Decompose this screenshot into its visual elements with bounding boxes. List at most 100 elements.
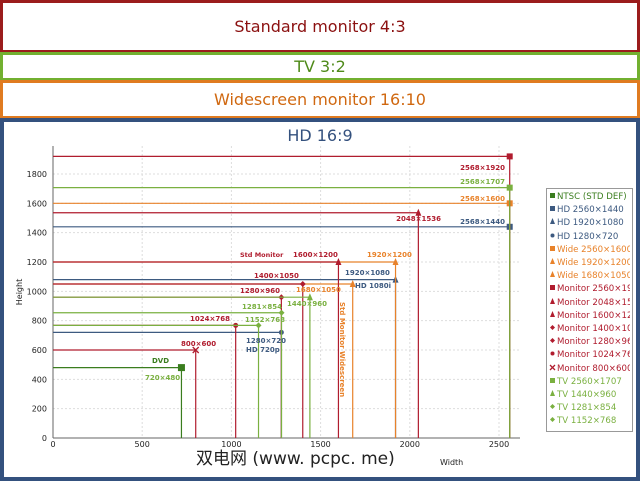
legend-marker-icon: [550, 218, 555, 225]
annotation-label: 1440×960: [287, 300, 327, 308]
diamond-marker: [278, 309, 285, 316]
diamond-marker: [255, 322, 262, 329]
triangle-marker: [550, 271, 555, 278]
legend-label: Monitor 2048×1536: [557, 297, 630, 308]
y-tick-label: 800: [32, 317, 47, 326]
y-axis-label: Height: [15, 279, 24, 305]
legend-marker-icon: [550, 245, 555, 251]
legend-item: Wide 2560×1600: [549, 244, 630, 257]
band-title: Widescreen monitor 16:10: [214, 90, 426, 109]
watermark: 双电网 (www. pcpc. me): [196, 449, 395, 469]
legend-item: TV 2560×1707: [549, 376, 630, 389]
x-tick-label: 2500: [489, 440, 509, 449]
diamond-marker: [299, 281, 306, 287]
annotation-label: 2568×1440: [460, 218, 505, 226]
legend-label: Monitor 1600×1200: [557, 310, 630, 321]
square-marker: [550, 285, 555, 291]
square-marker: [506, 153, 513, 160]
legend-label: Monitor 1280×960: [557, 337, 630, 348]
annotation-label: 1024×768: [190, 315, 230, 323]
legend-label: HD 1920×1080: [557, 218, 624, 229]
hd-band: [0, 118, 640, 481]
series-monitor-1600-1200: [53, 258, 342, 438]
annotation-label: 1680×1050: [296, 286, 341, 294]
legend-item: Monitor 2048×1536: [549, 297, 630, 310]
x-axis-label: Width: [440, 458, 463, 467]
legend-item: HD 2560×1440: [549, 204, 630, 217]
legend-marker-icon: [550, 325, 555, 331]
legend-item: Monitor 800×600: [549, 363, 630, 376]
annotation-label: 1152×768: [245, 316, 285, 324]
annotation-label: 1280×960: [240, 287, 280, 295]
legend-label: TV 2560×1707: [557, 376, 622, 387]
triangle-marker: [392, 258, 399, 265]
x-tick-label: 1500: [310, 440, 330, 449]
legend-item: Monitor 1280×960: [549, 336, 630, 349]
square-marker: [506, 184, 513, 191]
triangle-marker: [550, 258, 555, 265]
widescreen-band: Widescreen monitor 16:10: [0, 80, 640, 119]
annotation-label: Std Monitor: [240, 251, 284, 259]
triangle-marker: [349, 280, 356, 287]
y-tick-label: 1600: [27, 199, 47, 208]
x-tick-label: 2000: [400, 440, 420, 449]
legend-item: Monitor 1024×768: [549, 349, 630, 362]
legend-marker-icon: [550, 285, 555, 291]
series-monitor-1400-1050: [53, 281, 306, 438]
legend-marker-icon: [550, 310, 555, 317]
legend-marker-icon: [549, 364, 556, 371]
series-monitor-800-600: [53, 346, 200, 438]
y-tick-label: 1800: [27, 170, 47, 179]
y-tick-label: 1000: [27, 287, 47, 296]
legend-marker-icon: [550, 297, 555, 304]
x-tick-label: 500: [135, 440, 150, 449]
legend-label: HD 2560×1440: [557, 205, 624, 216]
y-tick-label: 0: [42, 434, 47, 443]
legend-item: TV 1440×960: [549, 389, 630, 402]
legend-marker-icon: [550, 417, 555, 423]
y-tick-label: 1200: [27, 258, 47, 267]
triangle-marker: [550, 390, 555, 397]
legend-marker-icon: [550, 377, 555, 383]
legend-label: Monitor 2560×1920: [557, 284, 630, 295]
diamond-marker: [550, 417, 555, 423]
annotation-label: 2568×1600: [460, 195, 505, 203]
annotation-label: 2568×1707: [460, 178, 505, 186]
legend-label: NTSC (STD DEF): [557, 192, 627, 202]
legend-item: TV 1152×768: [549, 415, 630, 428]
legend-label: HD 1280×720: [557, 231, 619, 242]
legend-marker-icon: [550, 206, 555, 212]
annotation-label: 1400×1050: [254, 272, 299, 280]
diamond-marker: [550, 325, 555, 331]
legend-item: TV 1281×854: [549, 402, 630, 415]
triangle-marker: [335, 258, 342, 265]
series-tv-1281-854: [53, 309, 285, 438]
series-tv-1440-960: [53, 293, 313, 438]
annotation-label: 800×600: [181, 340, 216, 348]
circle-marker: [550, 351, 555, 356]
triangle-marker: [415, 208, 422, 216]
legend-marker-icon: [550, 258, 555, 265]
y-tick-label: 600: [32, 346, 47, 355]
chart-title: HD 16:9: [287, 126, 353, 145]
square-marker: [550, 193, 555, 198]
diamond-marker: [550, 338, 555, 344]
square-marker: [550, 245, 555, 251]
band-title: TV 3:2: [294, 57, 346, 76]
annotation-label: 2568×1920: [460, 164, 505, 172]
square-marker: [550, 206, 555, 212]
triangle-marker: [550, 310, 555, 317]
band-title: Standard monitor 4:3: [234, 17, 406, 36]
y-tick-label: 400: [32, 375, 47, 384]
legend-label: Monitor 800×600: [557, 363, 630, 374]
annotation-label: 720×480: [145, 374, 180, 382]
series-tv-2560-1707: [53, 184, 513, 438]
plot-area: [53, 146, 520, 438]
legend-marker-icon: [550, 271, 555, 278]
triangle-marker: [550, 218, 555, 225]
y-tick-label: 1400: [27, 229, 47, 238]
annotation-label: DVD: [152, 357, 169, 365]
legend-item: NTSC (STD DEF): [549, 191, 630, 204]
square-marker: [550, 377, 555, 383]
